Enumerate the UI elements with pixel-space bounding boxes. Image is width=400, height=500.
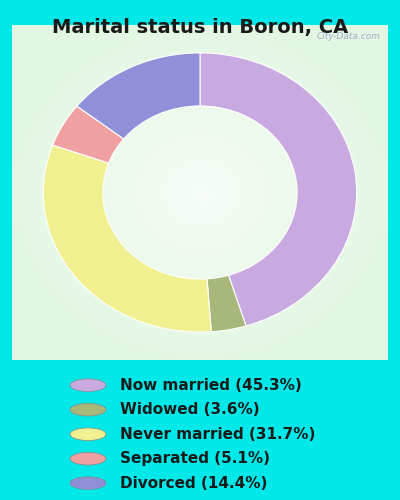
Wedge shape xyxy=(77,53,200,139)
Circle shape xyxy=(70,452,106,465)
Text: Now married (45.3%): Now married (45.3%) xyxy=(120,378,302,392)
Wedge shape xyxy=(53,106,124,163)
Wedge shape xyxy=(200,53,357,326)
Text: Separated (5.1%): Separated (5.1%) xyxy=(120,451,270,466)
Circle shape xyxy=(70,428,106,440)
Wedge shape xyxy=(207,275,246,332)
Text: City-Data.com: City-Data.com xyxy=(316,32,380,41)
Wedge shape xyxy=(43,145,211,332)
Circle shape xyxy=(70,477,106,490)
Text: Divorced (14.4%): Divorced (14.4%) xyxy=(120,476,267,490)
Circle shape xyxy=(70,404,106,416)
Text: Marital status in Boron, CA: Marital status in Boron, CA xyxy=(52,18,348,36)
Circle shape xyxy=(70,379,106,392)
Text: Widowed (3.6%): Widowed (3.6%) xyxy=(120,402,260,417)
Text: Never married (31.7%): Never married (31.7%) xyxy=(120,426,315,442)
